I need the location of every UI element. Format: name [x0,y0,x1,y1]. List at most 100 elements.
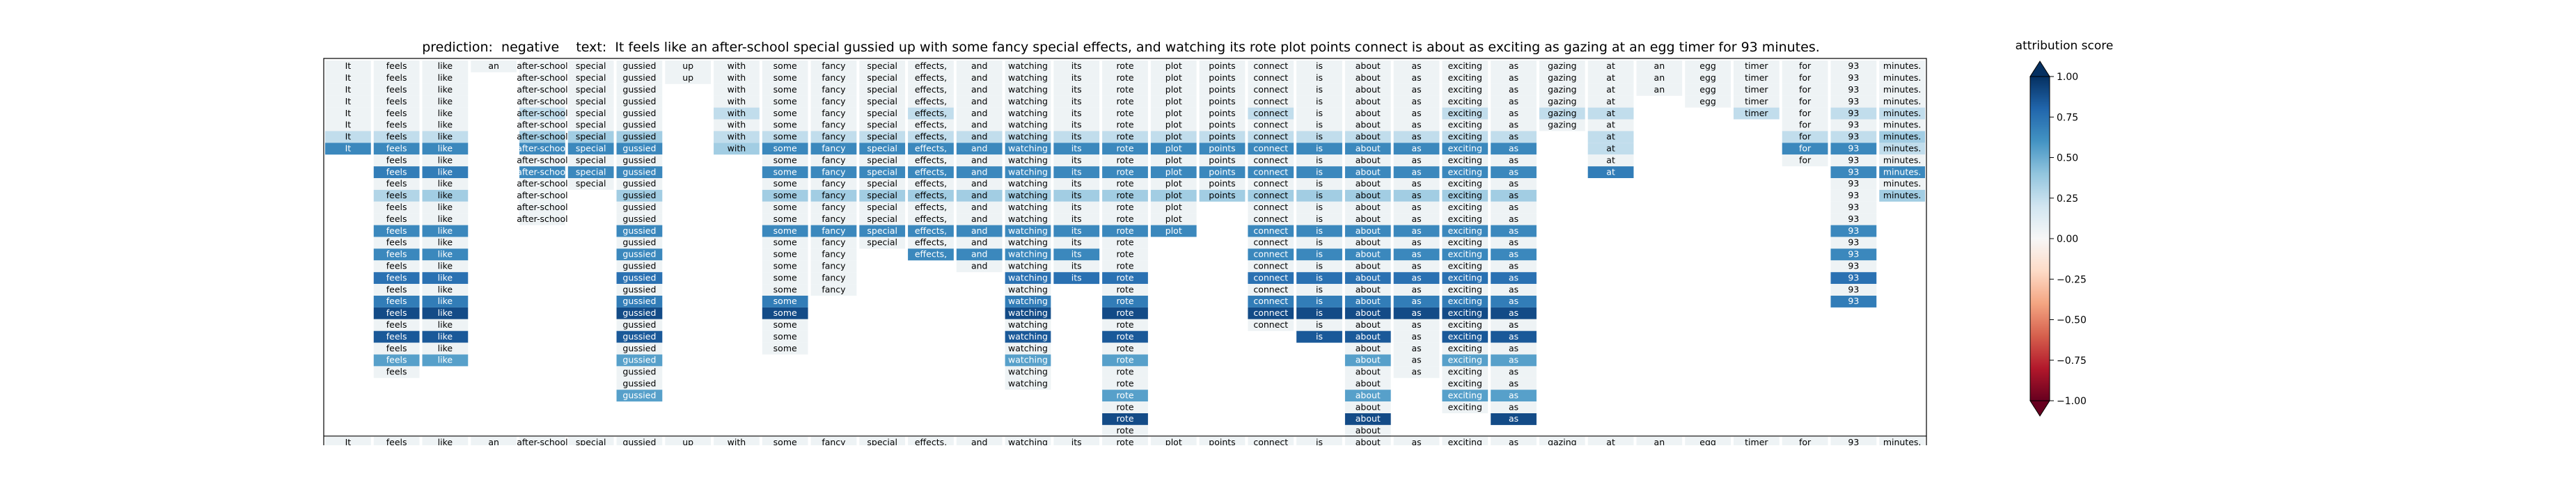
attribution-cell [1005,72,1051,84]
attribution-cell [1150,201,1197,214]
attribution-cell [616,330,663,343]
token-label: about [1356,214,1381,224]
token-label: rote [1116,390,1133,400]
attribution-cell [373,272,420,285]
token-label: effects, [915,237,947,248]
attribution-cell [1150,213,1197,225]
token-label: as [1411,61,1421,71]
attribution-cell [373,366,420,378]
token-label: with [728,143,746,153]
token-label: It [345,61,352,71]
token-label: watching [1008,284,1048,294]
attribution-cell [908,61,954,72]
attribution-cell [1005,319,1051,331]
attribution-cell [956,225,1003,237]
token-label: rote [1116,331,1133,342]
token-label: feels [386,225,407,236]
token-label: connect [1253,296,1288,306]
colorbar-tick-label: 1.00 [2057,72,2078,83]
attribution-cell [956,107,1003,120]
attribution-cell [1830,143,1877,155]
footer-token-cell [616,436,663,445]
token-label: some [773,214,797,224]
token-label: feels [386,166,407,177]
token-label: is [1316,237,1323,248]
attribution-cell [422,107,469,120]
attribution-cell [1053,213,1100,225]
attribution-cell [1733,61,1780,72]
attribution-cell [616,61,663,72]
attribution-cell [1879,72,1925,84]
token-label: with [728,61,746,71]
token-label: exciting [1448,249,1482,260]
attribution-cell [1053,201,1100,214]
attribution-cell [762,154,808,167]
token-label: as [1509,61,1518,71]
attribution-cell [762,72,808,84]
attribution-cell [1199,72,1246,84]
token-label: is [1316,284,1323,294]
token-label: connect [1253,166,1288,177]
attribution-cell [422,342,469,355]
token-label: feels [386,84,407,95]
attribution-cell [859,166,906,178]
footer-token-cell [1053,436,1100,445]
token-label: points [1209,131,1235,142]
attribution-cell [1053,107,1100,120]
token-label: connect [1253,108,1288,118]
attribution-cell [616,390,663,402]
token-label: as [1509,413,1518,424]
token-label: exciting [1448,143,1482,153]
attribution-cell [567,61,614,72]
attribution-cell [616,342,663,355]
attribution-cell [810,72,857,84]
token-label: rote [1116,72,1133,83]
footer-token-label: effects, [915,437,947,445]
attribution-cell [1393,95,1440,108]
token-label: about [1356,178,1381,189]
footer-token-label: as [1509,437,1518,445]
attribution-cell [1344,342,1391,355]
footer-token-label: rote [1116,437,1133,445]
token-label: watching [1008,343,1048,353]
attribution-cell [956,154,1003,167]
attribution-cell [762,319,808,331]
token-label: at [1606,84,1615,95]
attribution-cell [1296,154,1342,167]
attribution-cell [1685,83,1731,96]
attribution-cell [810,213,857,225]
attribution-cell [762,119,808,131]
attribution-cell [373,296,420,308]
token-label: gussied [622,214,656,224]
token-label: rote [1116,413,1133,424]
attribution-cell [1442,166,1489,178]
token-label: and [971,61,988,71]
attribution-cell [1199,143,1246,155]
attribution-cell [1102,166,1148,178]
token-label: special [867,154,897,165]
attribution-cell [956,237,1003,249]
token-label: at [1606,108,1615,118]
attribution-cell [762,95,808,108]
token-label: some [773,331,797,342]
attribution-cell [1442,390,1489,402]
token-label: is [1316,131,1323,142]
token-label: gussied [622,143,656,153]
attribution-cell [422,260,469,273]
token-label: 93 [1848,260,1859,271]
token-label: is [1316,108,1323,118]
footer-token-cell [1150,436,1197,445]
token-label: plot [1165,178,1182,189]
attribution-cell [616,260,663,273]
token-label: some [773,260,797,271]
footer-token-cell [1393,436,1440,445]
attribution-cell [1344,154,1391,167]
token-label: special [576,84,606,95]
token-label: feels [386,202,407,212]
attribution-cell [1053,260,1100,273]
attribution-cell [1491,72,1537,84]
token-label: like [438,108,453,118]
token-label: feels [386,284,407,294]
attribution-cell [1491,296,1537,308]
attribution-heatmap: It feels like an after-school special gussied u… [323,58,1927,445]
